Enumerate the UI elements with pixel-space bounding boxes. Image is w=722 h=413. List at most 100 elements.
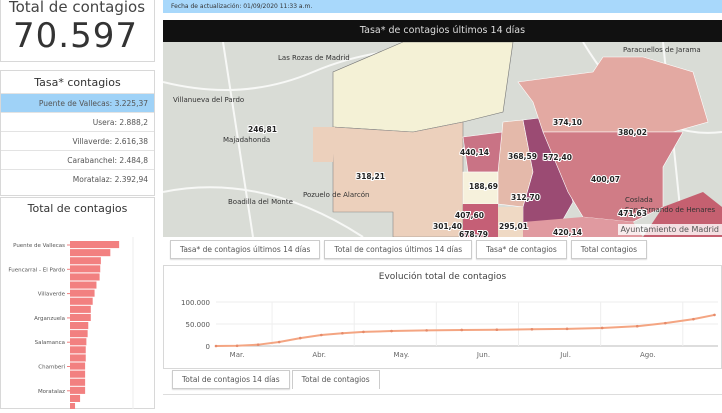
total-contagios-card: Total de contagios 70.597: [0, 0, 155, 62]
district-name: Moratalaz: [72, 175, 110, 184]
district-rate-label: 318,21: [356, 172, 385, 181]
bar[interactable]: [70, 289, 95, 297]
place-label: Pozuelo de Alarcón: [303, 191, 369, 199]
bar-chart: Puente de Vallecas Fuencarral - El Pardo V…: [8, 237, 134, 412]
tab-map_tabs-0[interactable]: Tasa* de contagios últimos 14 días: [170, 240, 321, 259]
tasa-list-card: Tasa* contagios Puente de Vallecas: 3.22…: [0, 70, 155, 196]
bar[interactable]: [70, 362, 86, 370]
bar[interactable]: [70, 241, 120, 249]
tab-bottom_tabs-0[interactable]: Total de contagios 14 días: [172, 370, 290, 389]
bar[interactable]: [70, 265, 101, 273]
data-point[interactable]: [692, 317, 695, 321]
bar[interactable]: [70, 313, 91, 321]
y-tick-label: 100.000: [181, 299, 210, 307]
district-rate-label: 572,40: [543, 153, 572, 162]
bar-label: Puente de Vallecas: [13, 243, 65, 249]
tab-bottom_tabs-1[interactable]: Total de contagios: [291, 370, 380, 389]
bar[interactable]: [70, 249, 111, 257]
bar-label: Arganzuela: [34, 316, 65, 322]
data-point[interactable]: [214, 344, 218, 348]
bar[interactable]: [70, 281, 97, 289]
data-point[interactable]: [460, 328, 464, 332]
place-label: Majadahonda: [223, 136, 270, 144]
place-label: Coslada: [625, 196, 653, 204]
total-value: 70.597: [13, 16, 138, 56]
tab-map_tabs-3[interactable]: Total contagios: [570, 240, 648, 259]
bar[interactable]: [70, 346, 86, 354]
tasa-list-item[interactable]: Moratalaz: 2.392,94: [1, 169, 154, 188]
bar-label: Chamberí: [38, 364, 65, 371]
data-point[interactable]: [635, 324, 639, 328]
line-chart-title: Evolución total de contagios: [378, 272, 507, 282]
data-point[interactable]: [256, 343, 260, 346]
data-point[interactable]: [390, 329, 393, 333]
x-tick-label: Abr.: [312, 351, 326, 359]
map[interactable]: Las Rozas de Madrid Villanueva del Pardo…: [163, 42, 722, 237]
map-title: Tasa* de contagios últimos 14 días: [163, 20, 722, 42]
district-value: 2.484,8: [119, 156, 148, 165]
bar[interactable]: [70, 330, 88, 338]
data-point[interactable]: [320, 333, 323, 337]
tasa-list-item[interactable]: Puente de Vallecas: 3.225,37: [1, 93, 154, 112]
district-rate-label: 380,02: [618, 128, 647, 137]
bar-label: Villaverde: [38, 292, 66, 298]
bar[interactable]: [70, 257, 101, 265]
district-name: Villaverde: [72, 137, 110, 146]
data-point[interactable]: [530, 327, 534, 331]
bar[interactable]: [70, 378, 86, 386]
update-bar: Fecha de actualización: 01/09/2020 11:33…: [163, 0, 722, 13]
district-rate-label: 420,14: [553, 228, 582, 237]
series-line: [215, 313, 715, 347]
x-tick-label: Ago.: [640, 351, 656, 359]
data-point[interactable]: [341, 331, 344, 335]
bar[interactable]: [70, 403, 76, 411]
district-rate-label: 246,81: [248, 125, 277, 134]
total-title: Total de contagios: [9, 0, 146, 16]
district-name: Usera: [92, 118, 115, 127]
bar[interactable]: [70, 386, 86, 394]
data-point[interactable]: [235, 344, 239, 348]
district-rate-label: 374,10: [553, 118, 582, 127]
bar[interactable]: [70, 370, 86, 378]
x-tick-label: May.: [394, 351, 410, 359]
bar[interactable]: [70, 305, 91, 313]
bar-label: Salamanca: [35, 340, 65, 346]
bar[interactable]: [70, 338, 87, 346]
tasa-list-item[interactable]: Carabanchel: 2.484,8: [1, 150, 154, 169]
y-tick-label: 50.000: [186, 321, 211, 329]
district-rate-label: 678,79: [459, 230, 488, 237]
place-label: Las Rozas de Madrid: [278, 54, 350, 62]
data-point[interactable]: [600, 326, 604, 330]
y-tick-label: 0: [206, 343, 210, 351]
district-rate-label: 188,69: [469, 182, 498, 191]
bar[interactable]: [70, 322, 89, 330]
data-point[interactable]: [298, 336, 302, 340]
map-attribution: Ayuntamiento de Madrid: [617, 224, 722, 235]
tasa-list-item[interactable]: Usera: 2.888,2: [1, 112, 154, 131]
tab-map_tabs-2[interactable]: Tasa* de contagios: [476, 240, 567, 259]
bar[interactable]: [70, 297, 93, 305]
district-rate-label: 440,14: [460, 148, 489, 157]
district-rate-label: 368,59: [508, 152, 537, 161]
bottom-tabs: Total de contagios 14 días Total de conta…: [172, 370, 380, 389]
district-rate-label: 301,40: [433, 222, 462, 231]
tab-map_tabs-1[interactable]: Total de contagios últimos 14 días: [324, 240, 473, 259]
data-point[interactable]: [277, 340, 281, 344]
bar-label: Moratalaz: [38, 389, 65, 395]
bar[interactable]: [70, 273, 100, 281]
tasa-list-item[interactable]: Villaverde: 2.616,38: [1, 131, 154, 150]
bar[interactable]: [70, 394, 81, 402]
data-point[interactable]: [495, 328, 499, 332]
x-tick-label: Jul.: [559, 351, 571, 359]
data-point[interactable]: [664, 321, 667, 325]
data-point[interactable]: [713, 313, 716, 317]
district-rate-label: 400,07: [591, 175, 620, 184]
data-point[interactable]: [362, 330, 365, 334]
bar-chart-card: Total de contagios Puente de Vallecas Fue…: [0, 197, 155, 412]
data-point[interactable]: [425, 329, 428, 332]
data-point[interactable]: [565, 327, 569, 331]
district-name: Carabanchel: [67, 156, 115, 165]
place-label: Paracuellos de Jarama: [623, 46, 701, 54]
bar[interactable]: [70, 354, 86, 362]
tasa-list-title: Tasa* contagios: [34, 76, 121, 89]
